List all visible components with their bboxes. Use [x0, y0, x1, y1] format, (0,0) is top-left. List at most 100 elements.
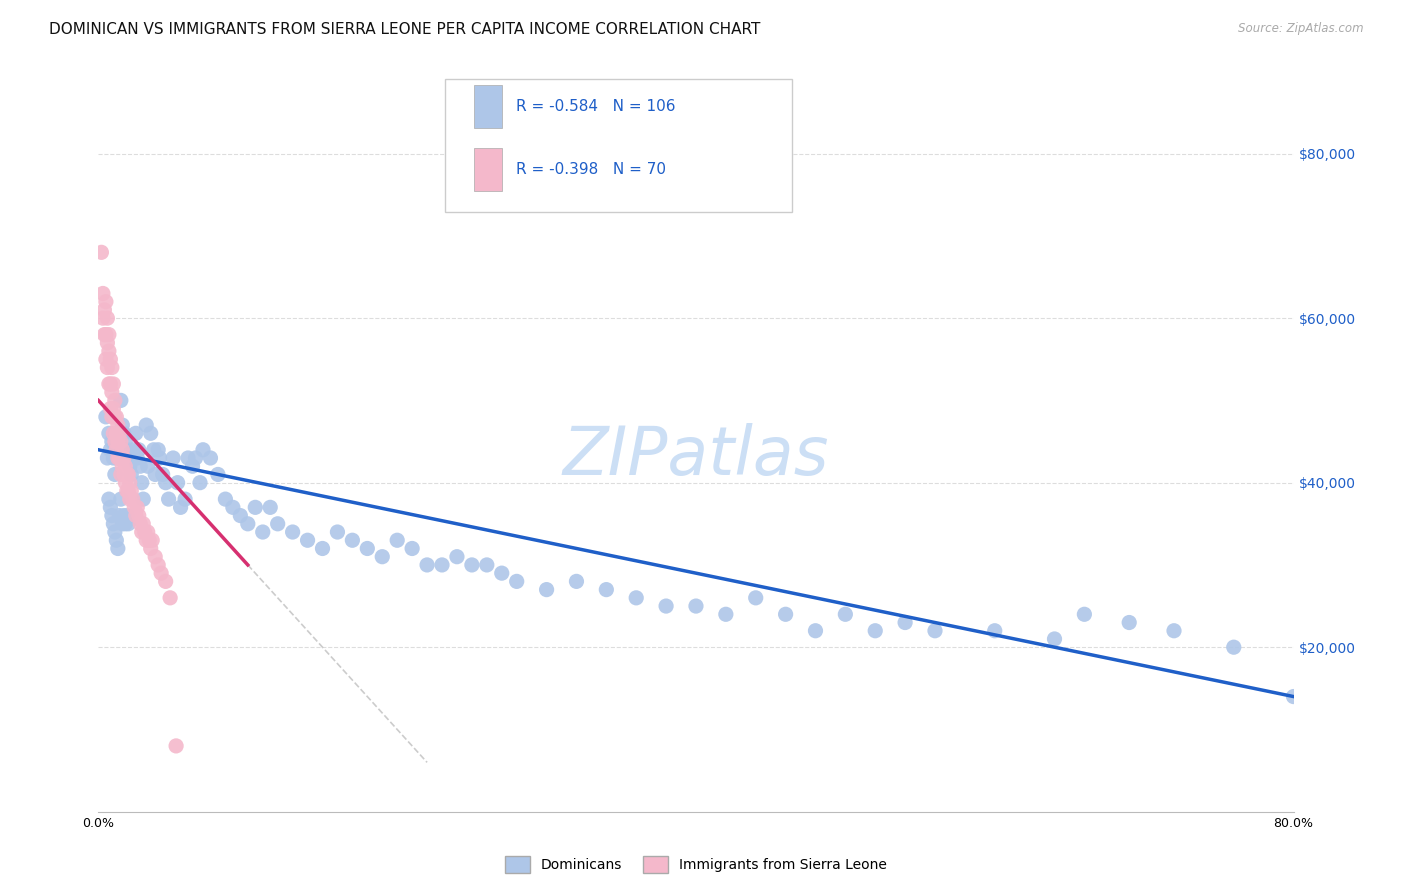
Point [595, 582, 617, 597]
Point [108, 426, 131, 441]
Point [105, 426, 128, 441]
Point [121, 442, 143, 457]
Point [121, 492, 143, 507]
Point [128, 442, 150, 457]
Point [148, 442, 170, 457]
Point [371, 549, 394, 564]
Text: ZIPatlas: ZIPatlas [562, 424, 830, 490]
Point [311, 541, 333, 556]
Point [91, 311, 114, 326]
Point [685, 599, 707, 613]
Point [159, 591, 181, 605]
Point [267, 516, 290, 531]
Point [132, 516, 155, 531]
Point [114, 516, 136, 531]
Point [101, 409, 124, 424]
Point [297, 533, 319, 548]
Point [101, 434, 124, 449]
Point [112, 467, 135, 482]
Point [98, 352, 122, 367]
Point [97, 376, 120, 391]
Point [101, 508, 124, 523]
Point [97, 426, 120, 441]
Point [134, 524, 156, 539]
Point [103, 516, 125, 531]
Point [127, 500, 149, 515]
Point [129, 516, 152, 531]
Point [112, 450, 135, 465]
Point [135, 533, 157, 548]
Point [117, 483, 139, 498]
Point [115, 467, 138, 482]
Point [128, 508, 150, 523]
Point [125, 426, 148, 441]
Point [101, 385, 124, 400]
Point [135, 418, 157, 433]
Point [124, 500, 146, 515]
Point [157, 492, 180, 507]
FancyBboxPatch shape [446, 78, 792, 212]
Point [104, 524, 127, 539]
Point [245, 500, 267, 515]
Point [94, 294, 117, 309]
Point [924, 624, 946, 638]
Point [1043, 632, 1066, 646]
Point [98, 401, 122, 416]
Point [96, 335, 118, 350]
Point [139, 541, 162, 556]
Point [188, 475, 211, 490]
Point [475, 558, 498, 572]
Point [110, 467, 132, 482]
Point [143, 467, 166, 482]
Text: DOMINICAN VS IMMIGRANTS FROM SIERRA LEONE PER CAPITA INCOME CORRELATION CHART: DOMINICAN VS IMMIGRANTS FROM SIERRA LEON… [49, 22, 761, 37]
Point [155, 475, 177, 490]
Point [491, 566, 513, 581]
Point [110, 450, 132, 465]
Point [90, 245, 112, 260]
Point [385, 533, 409, 548]
Point [98, 376, 122, 391]
Point [115, 483, 138, 498]
Point [775, 607, 797, 622]
Point [110, 434, 132, 449]
Point [141, 533, 163, 548]
Point [281, 524, 304, 539]
Point [162, 450, 184, 465]
Point [94, 327, 117, 342]
Point [93, 327, 115, 342]
Point [98, 500, 122, 515]
Point [865, 624, 887, 638]
Point [166, 475, 188, 490]
Point [120, 483, 142, 498]
Point [103, 426, 125, 441]
Point [91, 286, 114, 301]
Point [124, 450, 146, 465]
Point [1223, 640, 1246, 655]
Point [149, 450, 172, 465]
Point [165, 739, 187, 753]
Point [984, 624, 1007, 638]
Point [136, 459, 159, 474]
Point [1073, 607, 1095, 622]
Point [139, 426, 162, 441]
Point [118, 492, 141, 507]
Point [104, 434, 127, 449]
Point [565, 574, 588, 589]
Point [110, 492, 132, 507]
Point [804, 624, 827, 638]
Point [103, 401, 125, 416]
Point [101, 360, 124, 375]
Point [107, 434, 129, 449]
Point [129, 459, 152, 474]
Point [131, 524, 153, 539]
Point [326, 524, 349, 539]
Point [107, 541, 129, 556]
Point [110, 393, 132, 408]
Text: R = -0.398   N = 70: R = -0.398 N = 70 [516, 162, 665, 177]
Point [103, 450, 125, 465]
Legend: Dominicans, Immigrants from Sierra Leone: Dominicans, Immigrants from Sierra Leone [499, 851, 893, 879]
Point [401, 541, 423, 556]
Point [96, 450, 118, 465]
Point [114, 434, 136, 449]
Point [181, 459, 204, 474]
